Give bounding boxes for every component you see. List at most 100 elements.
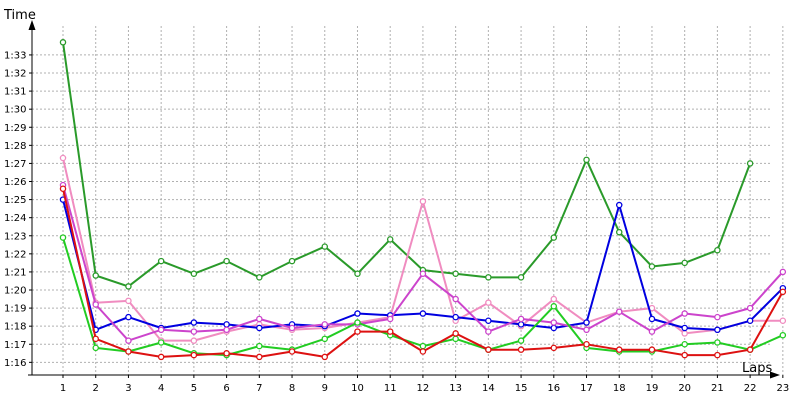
- data-point: [256, 274, 263, 281]
- data-point: [321, 243, 329, 250]
- y-tick-label: 1:24: [4, 213, 26, 224]
- data-point: [746, 317, 754, 325]
- data-point: [59, 39, 67, 46]
- data-point: [779, 331, 787, 339]
- data-point: [419, 342, 427, 350]
- data-point: [550, 234, 558, 241]
- y-axis-arrow: [28, 20, 36, 30]
- x-tick-label: 17: [580, 383, 593, 394]
- x-tick-label: 7: [256, 383, 262, 394]
- data-point: [779, 268, 787, 276]
- data-point: [615, 346, 623, 353]
- data-point: [386, 236, 394, 243]
- tick-labels: 1:16 1:17 1:18 1:19 1:20 1:21 1:22 1:23 1:24 1:25…: [4, 50, 789, 394]
- data-point: [746, 346, 754, 353]
- data-point: [190, 328, 198, 335]
- data-point: [190, 270, 198, 277]
- series-1: [59, 39, 754, 290]
- y-tick-label: 1:28: [4, 141, 26, 152]
- y-axis-title: Time: [3, 8, 36, 23]
- data-point: [681, 310, 688, 317]
- data-point: [157, 339, 165, 346]
- data-point: [681, 324, 688, 332]
- data-point: [452, 295, 459, 303]
- data-point: [779, 288, 787, 296]
- y-tick-label: 1:29: [4, 123, 26, 134]
- data-point: [288, 257, 296, 265]
- data-point: [125, 297, 132, 305]
- data-point: [125, 313, 132, 321]
- x-tick-label: 19: [646, 383, 659, 394]
- x-tick-label: 1: [60, 383, 66, 394]
- data-point: [354, 319, 361, 326]
- data-point: [59, 185, 67, 192]
- data-point: [419, 348, 427, 355]
- data-point: [419, 270, 427, 277]
- x-tick-label: 18: [613, 383, 626, 394]
- x-tick-label: 13: [449, 383, 462, 394]
- data-point: [125, 337, 132, 344]
- y-tick-label: 1:17: [4, 340, 26, 351]
- data-point: [583, 156, 590, 164]
- x-tick-label: 11: [384, 383, 397, 394]
- y-tick-label: 1:30: [4, 105, 26, 116]
- data-point: [223, 257, 230, 265]
- x-tick-label: 14: [482, 383, 495, 394]
- series-line: [62, 42, 752, 288]
- data-point: [59, 154, 67, 162]
- axes: Time Laps: [3, 8, 780, 379]
- data-point: [583, 319, 590, 326]
- data-point: [517, 315, 525, 323]
- data-point: [157, 353, 165, 361]
- data-point: [550, 324, 558, 332]
- data-point: [517, 321, 525, 328]
- y-tick-label: 1:19: [4, 304, 26, 315]
- data-point: [223, 321, 230, 328]
- series-layer: [59, 39, 787, 361]
- data-point: [288, 348, 296, 355]
- x-tick-label: 10: [351, 383, 364, 394]
- x-tick-label: 22: [744, 383, 757, 394]
- data-point: [583, 341, 590, 348]
- data-point: [386, 315, 394, 323]
- data-point: [452, 330, 459, 337]
- data-point: [550, 303, 558, 310]
- data-point: [321, 321, 329, 328]
- data-point: [550, 295, 558, 303]
- data-point: [615, 228, 623, 236]
- data-point: [550, 344, 558, 352]
- y-tick-label: 1:18: [4, 322, 26, 333]
- x-tick-label: 15: [515, 383, 528, 394]
- data-point: [714, 339, 721, 346]
- x-axis-title: Laps: [742, 361, 772, 376]
- y-tick-label: 1:22: [4, 249, 26, 260]
- data-point: [223, 350, 230, 357]
- data-point: [59, 234, 67, 241]
- data-point: [452, 335, 459, 343]
- data-point: [517, 337, 525, 344]
- data-point: [157, 257, 165, 265]
- data-point: [648, 328, 656, 335]
- data-point: [452, 270, 459, 277]
- data-point: [125, 348, 132, 355]
- data-point: [681, 341, 688, 348]
- data-point: [517, 274, 525, 281]
- data-point: [256, 324, 263, 332]
- x-tick-label: 3: [125, 383, 131, 394]
- x-tick-label: 16: [547, 383, 560, 394]
- data-point: [615, 308, 623, 315]
- data-point: [681, 351, 688, 359]
- grid-layer: [32, 26, 784, 375]
- data-point: [485, 274, 492, 281]
- data-point: [452, 313, 459, 321]
- x-tick-label: 4: [158, 383, 164, 394]
- x-tick-label: 8: [289, 383, 295, 394]
- y-tick-label: 1:23: [4, 231, 26, 242]
- data-point: [681, 259, 688, 267]
- series-6: [59, 185, 787, 361]
- data-point: [648, 346, 656, 353]
- data-point: [419, 310, 427, 317]
- y-tick-label: 1:27: [4, 159, 26, 170]
- data-point: [190, 351, 198, 359]
